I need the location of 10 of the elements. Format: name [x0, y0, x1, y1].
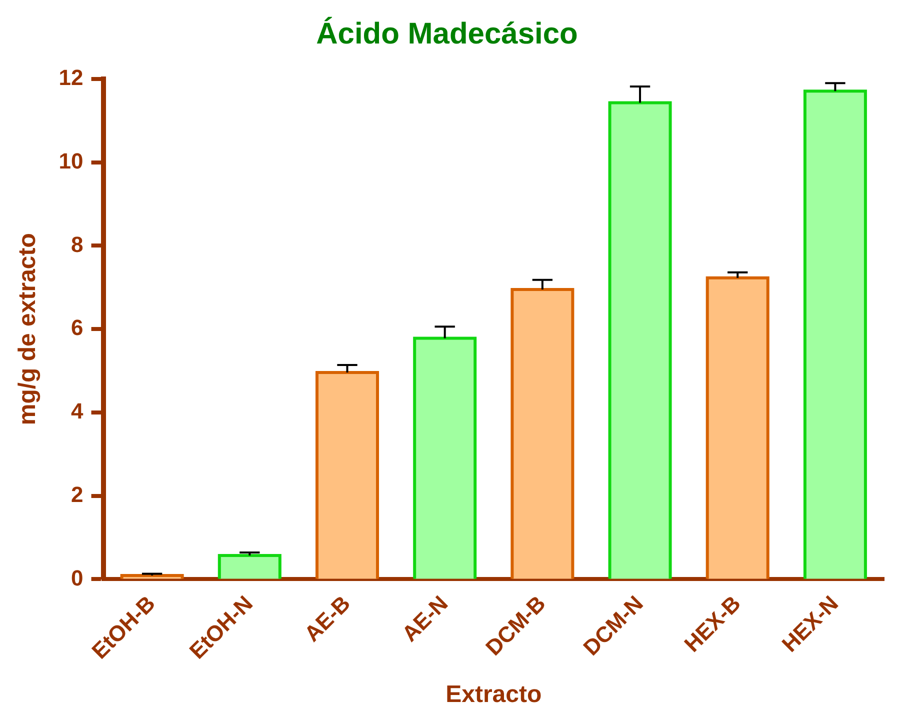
y-tick-label: 6	[71, 315, 84, 340]
y-tick-label: 2	[71, 482, 84, 507]
y-tick-label: 10	[58, 148, 84, 174]
y-tick-label: 0	[71, 565, 84, 590]
x-axis-title: Extracto	[446, 681, 542, 708]
y-tick-label: 4	[71, 398, 84, 424]
chart-title: Ácido Madecásico	[316, 16, 578, 50]
y-tick-label: 8	[71, 232, 84, 257]
y-tick-label: 12	[58, 65, 84, 90]
y-axis-title: mg/g de extracto	[14, 233, 42, 426]
